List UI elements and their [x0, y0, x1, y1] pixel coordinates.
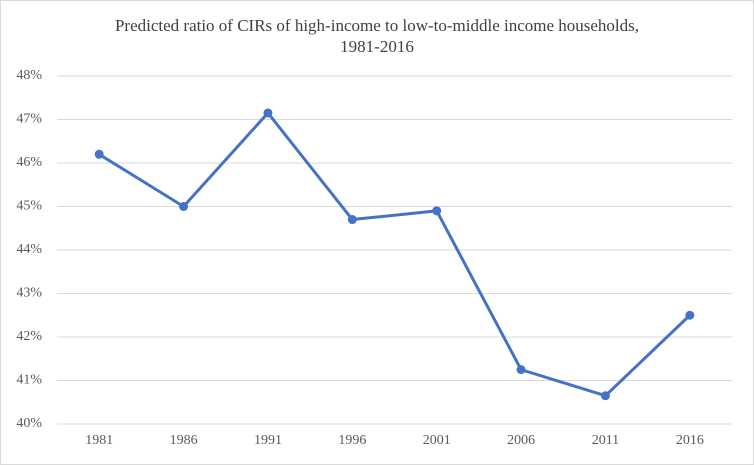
data-point [263, 108, 273, 118]
y-tick-label: 40% [16, 416, 42, 431]
x-tick-label: 1981 [85, 433, 113, 448]
y-tick-label: 43% [16, 286, 42, 301]
x-tick-label: 2006 [507, 433, 535, 448]
data-point [179, 202, 189, 211]
data-point [432, 206, 442, 216]
chart-title: Predicted ratio of CIRs of high-income t… [115, 16, 639, 35]
y-tick-label: 47% [16, 112, 42, 127]
x-tick-label: 1991 [254, 433, 282, 448]
x-tick-label: 2016 [676, 433, 704, 448]
x-tick-label: 2011 [592, 433, 619, 448]
y-tick-label: 41% [16, 373, 42, 388]
y-tick-label: 42% [16, 329, 42, 344]
y-tick-label: 48% [16, 68, 42, 83]
x-tick-label: 1996 [338, 433, 366, 448]
x-tick-label: 1986 [170, 433, 198, 448]
y-tick-label: 46% [16, 155, 42, 170]
data-point [516, 365, 526, 375]
x-tick-label: 2001 [423, 433, 451, 448]
y-tick-label: 44% [16, 242, 42, 257]
data-point [600, 391, 610, 401]
data-line [98, 111, 691, 398]
data-point [685, 310, 695, 320]
chart-title: 1981-2016 [340, 37, 414, 56]
data-point [347, 215, 357, 225]
y-tick-label: 45% [16, 199, 42, 214]
data-point [94, 149, 104, 159]
